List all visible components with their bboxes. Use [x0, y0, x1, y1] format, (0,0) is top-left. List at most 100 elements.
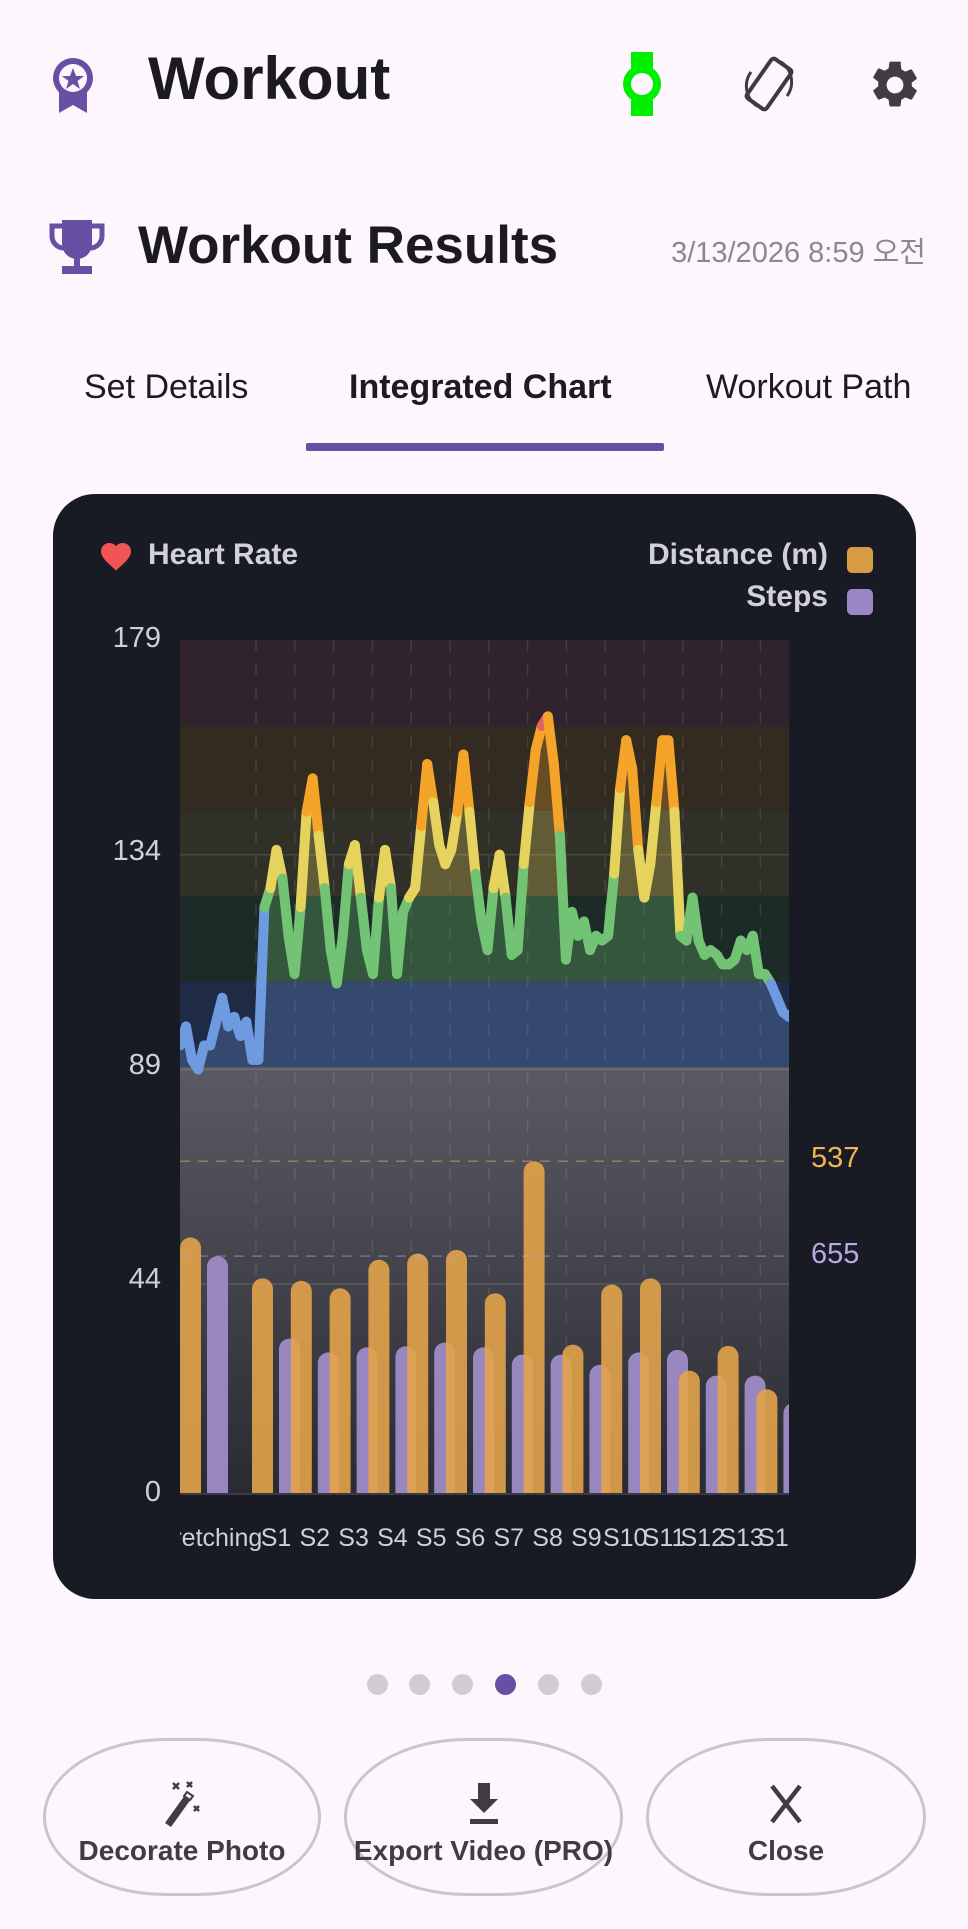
tab-workout-path[interactable]: Workout Path [706, 368, 912, 406]
close-label: Close [747, 1835, 825, 1866]
tab-set-details[interactable]: Set Details [84, 368, 249, 406]
page-dot[interactable] [581, 1674, 602, 1695]
export-video-label: Export Video (PRO) [353, 1835, 614, 1866]
y-tick-label: 89 [128, 1049, 161, 1081]
heart-rate-segment [512, 859, 529, 956]
legend-steps: Steps [746, 580, 828, 613]
heart-rate-segment [337, 859, 354, 941]
x-tick-label: S5 [416, 1524, 447, 1552]
heart-rate-segment [669, 806, 686, 941]
close-button[interactable]: Close [646, 1738, 926, 1896]
page-dot[interactable] [452, 1674, 473, 1695]
distance-bar [678, 1370, 700, 1494]
steps-bar [783, 1404, 789, 1494]
distance-bar [180, 1237, 201, 1494]
decorate-photo-label: Decorate Photo [78, 1835, 286, 1866]
x-tick-label: S10 [603, 1524, 647, 1552]
award-icon [48, 55, 98, 115]
tab-integrated-chart[interactable]: Integrated Chart [349, 368, 612, 406]
distance-max-label: 537 [811, 1142, 860, 1174]
heart-rate-segment [548, 759, 565, 841]
heart-rate-segment [518, 797, 535, 870]
screen-rotation-icon[interactable] [737, 52, 801, 116]
download-icon [347, 1779, 620, 1829]
bars-group [180, 1161, 789, 1494]
gear-icon[interactable] [867, 57, 923, 113]
heart-rate-segment [687, 892, 704, 946]
y-tick-label: 134 [112, 835, 161, 867]
trophy-icon [48, 218, 106, 276]
heart-rate-segment [627, 763, 644, 855]
heart-rate-segment [241, 1016, 258, 1065]
heart-rate-segment [482, 883, 499, 956]
distance-bar [562, 1344, 584, 1494]
heart-rate-segment [277, 873, 294, 941]
heart-rate-segment [313, 830, 330, 894]
x-tick-label: S9 [571, 1524, 602, 1552]
decorate-photo-button[interactable]: Decorate Photo [43, 1738, 321, 1896]
page-dot-active[interactable] [495, 1674, 516, 1695]
heart-rate-segment [307, 773, 324, 841]
heart-rate-segment [295, 806, 312, 913]
page-dot[interactable] [409, 1674, 430, 1695]
distance-bar [368, 1259, 390, 1494]
heart-rate-segment [542, 711, 559, 770]
x-tick-label: S13 [719, 1524, 763, 1552]
steps-max-label: 655 [811, 1238, 860, 1270]
heart-rate-segment [458, 749, 475, 817]
x-tick-label: S14 [758, 1524, 803, 1552]
x-tick-label: S7 [494, 1524, 525, 1552]
heart-rate-line [180, 711, 789, 1075]
distance-bar [717, 1345, 739, 1494]
x-tick-label: S3 [338, 1524, 369, 1552]
heart-rate-segment [410, 821, 427, 894]
x-tick-label: S6 [455, 1524, 486, 1552]
heart-rate-segment [319, 883, 336, 956]
y-tick-label: 44 [128, 1263, 161, 1295]
heart-rate-segment [500, 892, 517, 960]
hr-zone-band [180, 640, 789, 726]
tab-bar: Set Details Integrated Chart Workout Pat… [0, 360, 928, 420]
heart-rate-segment [380, 844, 397, 894]
heart-rate-segment [464, 806, 481, 879]
heart-rate-segment [651, 735, 668, 808]
export-video-button[interactable]: Export Video (PRO) [344, 1738, 623, 1896]
heart-rate-segment [181, 1021, 198, 1065]
heart-rate-segment [603, 868, 620, 941]
x-tick-label: S11 [643, 1524, 686, 1552]
heart-rate-segment [253, 902, 270, 1065]
heart-rate-segment [524, 744, 541, 808]
distance-bar [446, 1249, 467, 1494]
heart-rate-segment [331, 930, 348, 989]
page-dot[interactable] [367, 1674, 388, 1695]
heart-rate-segment [392, 906, 409, 979]
workout-date: 3/13/2026 8:59 오전 [671, 237, 926, 269]
legend-distance: Distance (m) [647, 538, 828, 571]
results-title: Workout Results [138, 216, 559, 275]
heart-rate-segment [663, 735, 680, 817]
heart-rate-segment [639, 859, 656, 903]
x-tick-label: S12 [681, 1524, 725, 1552]
distance-bar [290, 1280, 312, 1494]
close-icon [649, 1779, 923, 1829]
heart-rate-segment [494, 849, 511, 903]
x-tick-label: S8 [532, 1524, 563, 1552]
distance-bar [407, 1253, 429, 1494]
steps-bar [207, 1256, 228, 1494]
heart-rate-segment [777, 1007, 789, 1022]
page-dot[interactable] [538, 1674, 559, 1695]
distance-bar [484, 1293, 506, 1494]
legend-steps-swatch [847, 589, 873, 615]
x-tick-label: S4 [377, 1524, 408, 1552]
integrated-chart-card: Heart Rate Distance (m) Steps 179 134 89… [53, 494, 916, 1599]
heart-rate-segment [422, 759, 439, 808]
magic-wand-icon [46, 1779, 318, 1829]
watch-icon[interactable] [620, 52, 664, 116]
y-tick-label: 0 [144, 1476, 161, 1508]
hr-zone-band [180, 981, 789, 1067]
legend-heart-rate: Heart Rate [148, 538, 299, 571]
y-tick-label: 179 [112, 622, 161, 654]
heart-rate-segment [428, 797, 445, 851]
legend-distance-swatch [847, 547, 873, 573]
